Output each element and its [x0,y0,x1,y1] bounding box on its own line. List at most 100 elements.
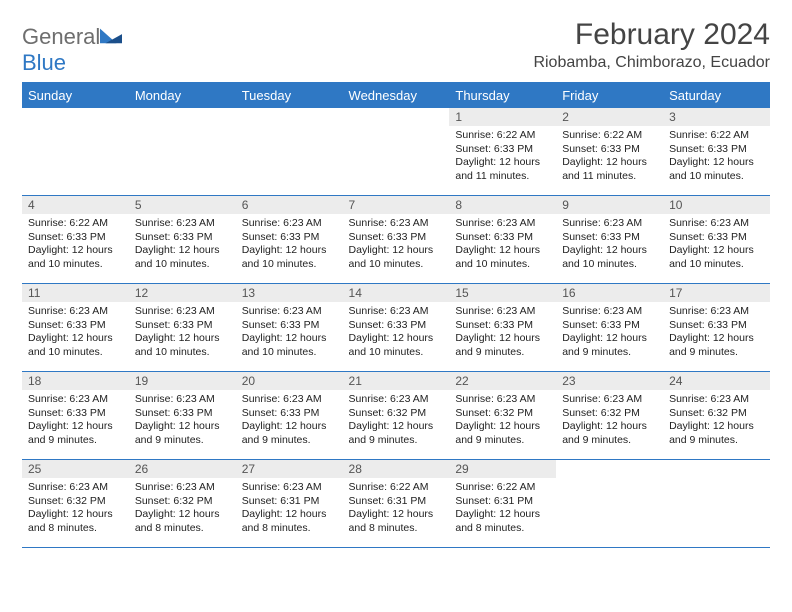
day-daylight2: and 9 minutes. [349,434,444,448]
day-sunset: Sunset: 6:32 PM [455,407,550,421]
calendar-cell: 12Sunrise: 6:23 AMSunset: 6:33 PMDayligh… [129,284,236,372]
calendar-cell: 22Sunrise: 6:23 AMSunset: 6:32 PMDayligh… [449,372,556,460]
day-number [343,108,450,112]
day-details: Sunrise: 6:23 AMSunset: 6:32 PMDaylight:… [663,390,770,452]
calendar-cell: 5Sunrise: 6:23 AMSunset: 6:33 PMDaylight… [129,196,236,284]
day-number: 7 [343,196,450,214]
day-number: 9 [556,196,663,214]
day-sunrise: Sunrise: 6:23 AM [349,393,444,407]
day-number: 13 [236,284,343,302]
day-daylight2: and 10 minutes. [669,170,764,184]
day-daylight2: and 11 minutes. [455,170,550,184]
calendar-cell [22,108,129,196]
day-sunset: Sunset: 6:32 PM [669,407,764,421]
brand-name-2: Blue [22,50,66,75]
day-daylight2: and 11 minutes. [562,170,657,184]
brand-logo: General Blue [22,18,122,76]
day-daylight1: Daylight: 12 hours [349,420,444,434]
weekday-header: Saturday [663,83,770,108]
day-number: 1 [449,108,556,126]
day-details: Sunrise: 6:22 AMSunset: 6:33 PMDaylight:… [663,126,770,188]
calendar-cell: 3Sunrise: 6:22 AMSunset: 6:33 PMDaylight… [663,108,770,196]
day-sunset: Sunset: 6:33 PM [669,319,764,333]
day-details: Sunrise: 6:23 AMSunset: 6:33 PMDaylight:… [449,214,556,276]
day-sunset: Sunset: 6:33 PM [349,319,444,333]
day-sunrise: Sunrise: 6:23 AM [242,305,337,319]
day-daylight2: and 10 minutes. [28,258,123,272]
month-title: February 2024 [533,18,770,52]
calendar-cell: 9Sunrise: 6:23 AMSunset: 6:33 PMDaylight… [556,196,663,284]
weekday-header: Wednesday [343,83,450,108]
day-details: Sunrise: 6:23 AMSunset: 6:33 PMDaylight:… [129,390,236,452]
day-daylight1: Daylight: 12 hours [562,332,657,346]
day-sunset: Sunset: 6:32 PM [349,407,444,421]
day-sunset: Sunset: 6:33 PM [349,231,444,245]
day-number: 26 [129,460,236,478]
day-number: 22 [449,372,556,390]
calendar-cell: 7Sunrise: 6:23 AMSunset: 6:33 PMDaylight… [343,196,450,284]
calendar-cell: 29Sunrise: 6:22 AMSunset: 6:31 PMDayligh… [449,460,556,548]
day-details: Sunrise: 6:23 AMSunset: 6:33 PMDaylight:… [129,214,236,276]
day-sunrise: Sunrise: 6:23 AM [455,217,550,231]
day-daylight2: and 8 minutes. [135,522,230,536]
calendar-cell: 27Sunrise: 6:23 AMSunset: 6:31 PMDayligh… [236,460,343,548]
day-sunrise: Sunrise: 6:22 AM [28,217,123,231]
day-daylight2: and 8 minutes. [455,522,550,536]
day-sunset: Sunset: 6:32 PM [28,495,123,509]
brand-name: General Blue [22,24,122,76]
day-daylight1: Daylight: 12 hours [455,156,550,170]
day-daylight1: Daylight: 12 hours [349,508,444,522]
calendar-cell [129,108,236,196]
day-daylight1: Daylight: 12 hours [669,332,764,346]
day-daylight1: Daylight: 12 hours [135,244,230,258]
calendar-week: 25Sunrise: 6:23 AMSunset: 6:32 PMDayligh… [22,460,770,548]
day-sunrise: Sunrise: 6:23 AM [562,393,657,407]
day-sunrise: Sunrise: 6:23 AM [135,305,230,319]
calendar-cell: 23Sunrise: 6:23 AMSunset: 6:32 PMDayligh… [556,372,663,460]
weekday-header: Tuesday [236,83,343,108]
day-sunrise: Sunrise: 6:23 AM [28,305,123,319]
day-details: Sunrise: 6:23 AMSunset: 6:33 PMDaylight:… [236,214,343,276]
logo-triangle-icon [100,26,122,44]
day-number: 17 [663,284,770,302]
day-daylight1: Daylight: 12 hours [135,420,230,434]
calendar-cell: 18Sunrise: 6:23 AMSunset: 6:33 PMDayligh… [22,372,129,460]
day-details: Sunrise: 6:22 AMSunset: 6:33 PMDaylight:… [556,126,663,188]
day-daylight2: and 9 minutes. [135,434,230,448]
day-sunrise: Sunrise: 6:23 AM [135,217,230,231]
day-details: Sunrise: 6:22 AMSunset: 6:31 PMDaylight:… [449,478,556,540]
day-daylight2: and 9 minutes. [28,434,123,448]
day-daylight1: Daylight: 12 hours [242,244,337,258]
day-sunrise: Sunrise: 6:23 AM [669,393,764,407]
day-daylight1: Daylight: 12 hours [242,420,337,434]
day-daylight1: Daylight: 12 hours [242,332,337,346]
weekday-header: Friday [556,83,663,108]
day-daylight2: and 10 minutes. [135,346,230,360]
day-details: Sunrise: 6:23 AMSunset: 6:33 PMDaylight:… [236,390,343,452]
day-daylight2: and 9 minutes. [242,434,337,448]
day-number: 24 [663,372,770,390]
day-daylight2: and 9 minutes. [562,346,657,360]
day-daylight2: and 9 minutes. [669,434,764,448]
day-daylight1: Daylight: 12 hours [455,508,550,522]
day-daylight1: Daylight: 12 hours [455,332,550,346]
day-sunset: Sunset: 6:33 PM [242,319,337,333]
header-row: General Blue February 2024 Riobamba, Chi… [22,18,770,76]
day-daylight2: and 10 minutes. [455,258,550,272]
day-number: 2 [556,108,663,126]
day-details: Sunrise: 6:23 AMSunset: 6:31 PMDaylight:… [236,478,343,540]
calendar-cell: 10Sunrise: 6:23 AMSunset: 6:33 PMDayligh… [663,196,770,284]
calendar-header: Sunday Monday Tuesday Wednesday Thursday… [22,83,770,108]
day-number [129,108,236,112]
day-sunrise: Sunrise: 6:22 AM [455,481,550,495]
day-daylight1: Daylight: 12 hours [562,420,657,434]
day-daylight2: and 10 minutes. [135,258,230,272]
day-number: 8 [449,196,556,214]
day-sunset: Sunset: 6:33 PM [135,231,230,245]
day-details: Sunrise: 6:23 AMSunset: 6:33 PMDaylight:… [343,214,450,276]
calendar-table: Sunday Monday Tuesday Wednesday Thursday… [22,82,770,548]
calendar-cell: 13 Sunrise: 6:23 AMSunset: 6:33 PMDayligh… [236,284,343,372]
day-number: 5 [129,196,236,214]
day-details: Sunrise: 6:23 AMSunset: 6:33 PMDaylight:… [663,302,770,364]
day-sunset: Sunset: 6:33 PM [242,231,337,245]
